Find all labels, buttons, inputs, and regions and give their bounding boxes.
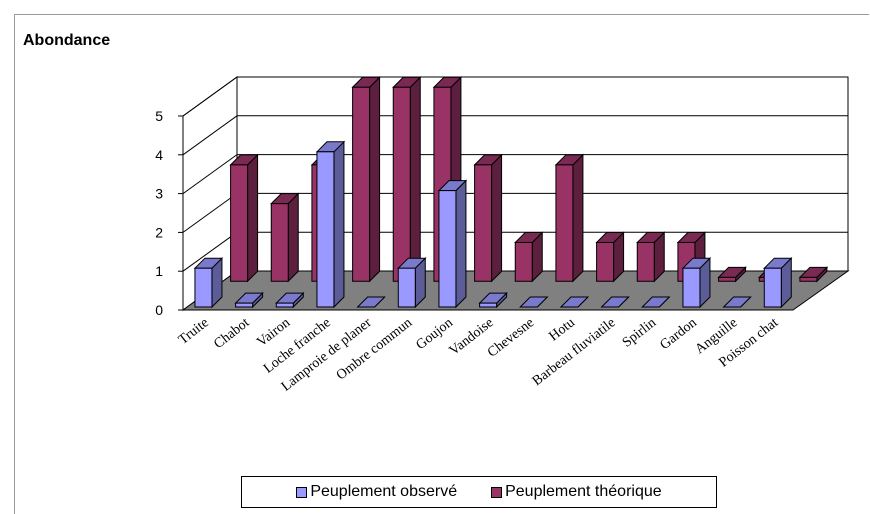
bar-s0-13-top <box>722 296 752 308</box>
gridline-side-5 <box>182 76 238 117</box>
legend-entry-theoretical: Peuplement théorique <box>491 483 662 501</box>
y-tick-label-0: 0 <box>155 302 163 318</box>
bar-s1-0 <box>230 164 249 282</box>
legend-entry-observed: Peuplement observé <box>296 483 457 501</box>
bar-s1-7 <box>514 241 533 282</box>
bar-s1-1-side <box>287 192 299 283</box>
bar-s0-3 <box>316 151 335 308</box>
bar-s0-4-top <box>356 296 386 308</box>
bar-s0-10-top <box>600 296 630 308</box>
x-tick-label-9: Hotu <box>546 315 577 344</box>
x-tick-label-5: Ombre commun <box>334 315 415 383</box>
legend-swatch-observed <box>296 486 308 498</box>
bar-s1-10 <box>636 241 655 282</box>
y-tick-label-5: 5 <box>155 108 163 124</box>
bar-s0-8-top <box>519 296 549 308</box>
legend-label-theoretical: Peuplement théorique <box>505 483 662 500</box>
bar-s1-12 <box>718 276 737 282</box>
gridline-side-4 <box>182 115 238 156</box>
bar-s0-6 <box>438 190 457 308</box>
legend-swatch-theoretical <box>491 486 503 498</box>
legend-label-observed: Peuplement observé <box>310 483 458 500</box>
x-tick-label-11: Spirlin <box>620 315 659 350</box>
bar-s1-14 <box>799 276 818 282</box>
bar-s0-12 <box>682 267 701 308</box>
bar-s1-6-side <box>491 153 503 283</box>
bar-s0-6-side <box>455 179 467 309</box>
bar-s1-8-side <box>572 153 584 283</box>
legend: Peuplement observé Peuplement théorique <box>241 476 717 508</box>
bar-s1-4-side <box>409 76 421 283</box>
bar-s1-0-side <box>247 153 259 283</box>
chart-title: Abondance <box>23 32 111 49</box>
bar-s1-6 <box>474 164 493 282</box>
bar-s1-1 <box>270 203 289 282</box>
bar-s0-1 <box>235 302 254 308</box>
bar-s0-9-top <box>559 296 590 308</box>
bar-s1-3-side <box>369 76 381 283</box>
bar-s1-4 <box>392 86 411 282</box>
bar-s0-3-side <box>333 140 345 309</box>
x-tick-label-8: Chevesne <box>485 315 537 360</box>
x-tick-label-0: Truite <box>176 315 212 348</box>
y-tick-label-1: 1 <box>155 263 163 279</box>
y-tick-label-2: 2 <box>155 224 163 240</box>
gridline-side-1 <box>182 231 238 272</box>
bar-s0-14 <box>763 267 782 308</box>
gridline-side-2 <box>182 192 238 233</box>
gridline-side-3 <box>182 154 238 195</box>
bar-s0-0 <box>194 267 213 308</box>
x-tick-label-1: Chabot <box>211 315 252 352</box>
bar-s0-7 <box>479 302 498 308</box>
bar-s0-11-top <box>641 296 671 308</box>
bar-s0-5 <box>397 267 416 308</box>
bar-s1-8 <box>555 164 574 282</box>
y-tick-label-4: 4 <box>155 147 163 163</box>
y-tick-label-3: 3 <box>155 186 163 202</box>
bar-s0-2 <box>275 302 294 308</box>
bar-s1-3 <box>352 86 371 282</box>
bar-s1-9 <box>596 241 615 282</box>
